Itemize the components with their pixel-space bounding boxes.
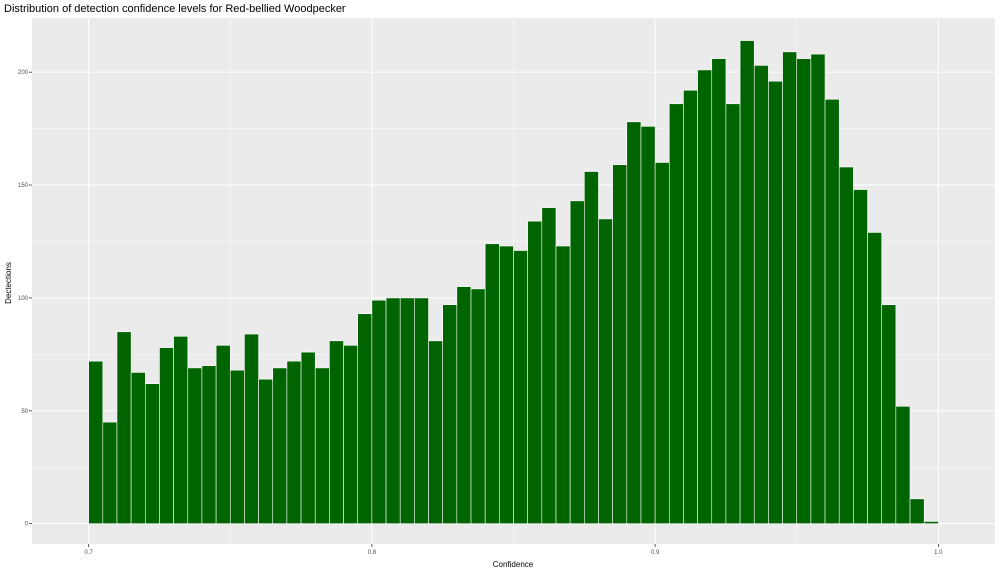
histogram-bar — [399, 297, 415, 524]
histogram-bar — [484, 243, 500, 524]
y-tick-label: 100 — [18, 296, 29, 302]
histogram-bar — [527, 220, 543, 524]
histogram-bar — [357, 313, 373, 524]
y-tick-label: 50 — [21, 409, 28, 415]
x-axis-label: Confidence — [493, 560, 534, 569]
histogram-bar — [499, 245, 514, 524]
histogram-bar — [130, 372, 146, 524]
histogram-bar — [201, 365, 217, 524]
histogram-bar — [753, 65, 769, 524]
histogram-bar — [385, 297, 401, 524]
histogram-bar — [513, 250, 528, 524]
histogram-bar — [229, 369, 245, 524]
histogram-bar — [428, 340, 443, 524]
histogram-bar — [923, 521, 939, 524]
histogram-bar — [541, 207, 557, 524]
histogram-bar — [626, 121, 642, 524]
histogram-bar — [654, 162, 670, 524]
histogram-bar — [697, 69, 713, 524]
histogram-bar — [88, 360, 104, 524]
histogram-bar — [895, 405, 911, 524]
histogram-bar — [810, 53, 826, 524]
histogram-bar — [470, 288, 486, 524]
histogram-bar — [612, 164, 628, 524]
histogram-bar — [909, 498, 925, 524]
y-tick-label: 150 — [18, 183, 29, 189]
histogram-bar — [768, 80, 783, 524]
histogram-bar — [371, 299, 387, 524]
histogram-bar — [668, 103, 684, 524]
histogram-bar — [838, 166, 854, 524]
histogram-bar — [286, 360, 302, 524]
histogram-bar — [329, 340, 344, 524]
x-tick-label: 1.0 — [934, 550, 943, 556]
histogram-bar — [584, 171, 599, 524]
histogram-bar — [824, 98, 840, 524]
histogram-bar — [343, 345, 359, 524]
histogram-bar — [711, 58, 727, 524]
histogram-bar — [782, 51, 798, 524]
histogram-bar — [739, 40, 755, 524]
histogram-bar — [272, 367, 288, 524]
y-axis-label: Dectections — [4, 262, 13, 304]
histogram-bar — [569, 200, 585, 524]
histogram-bar — [244, 333, 259, 524]
histogram-bar — [144, 383, 160, 524]
x-tick-label: 0.7 — [84, 550, 93, 556]
histogram-bar — [314, 367, 330, 524]
histogram-bar — [683, 89, 698, 524]
histogram-bar — [456, 286, 472, 524]
histogram-bar — [173, 336, 189, 524]
histogram-bar — [881, 304, 897, 524]
histogram-bar — [116, 331, 132, 524]
histogram-bar — [555, 245, 571, 524]
histogram-bar — [796, 58, 812, 524]
x-axis-ticks: 0.7 0.8 0.9 1.0 — [84, 544, 943, 556]
histogram-bar — [442, 304, 458, 524]
histogram-bar — [414, 297, 429, 524]
histogram-bar — [215, 345, 231, 524]
histogram-bar — [598, 218, 613, 524]
histogram-bar — [853, 189, 868, 524]
x-tick-label: 0.9 — [651, 550, 660, 556]
histogram-bar — [102, 421, 118, 524]
histogram-bar — [867, 232, 883, 524]
histogram-bar — [300, 351, 316, 524]
histogram-bars — [88, 40, 939, 524]
histogram-bar — [187, 367, 203, 524]
histogram-bar — [640, 126, 656, 524]
histogram-bar — [159, 347, 174, 524]
chart-title: Distribution of detection confidence lev… — [4, 3, 346, 15]
y-tick-label: 200 — [18, 70, 29, 76]
histogram-bar — [725, 103, 741, 524]
histogram-bar — [258, 378, 274, 524]
y-axis-ticks: 0 50 100 150 200 — [18, 70, 32, 528]
y-tick-label: 0 — [25, 522, 29, 528]
x-tick-label: 0.8 — [368, 550, 377, 556]
